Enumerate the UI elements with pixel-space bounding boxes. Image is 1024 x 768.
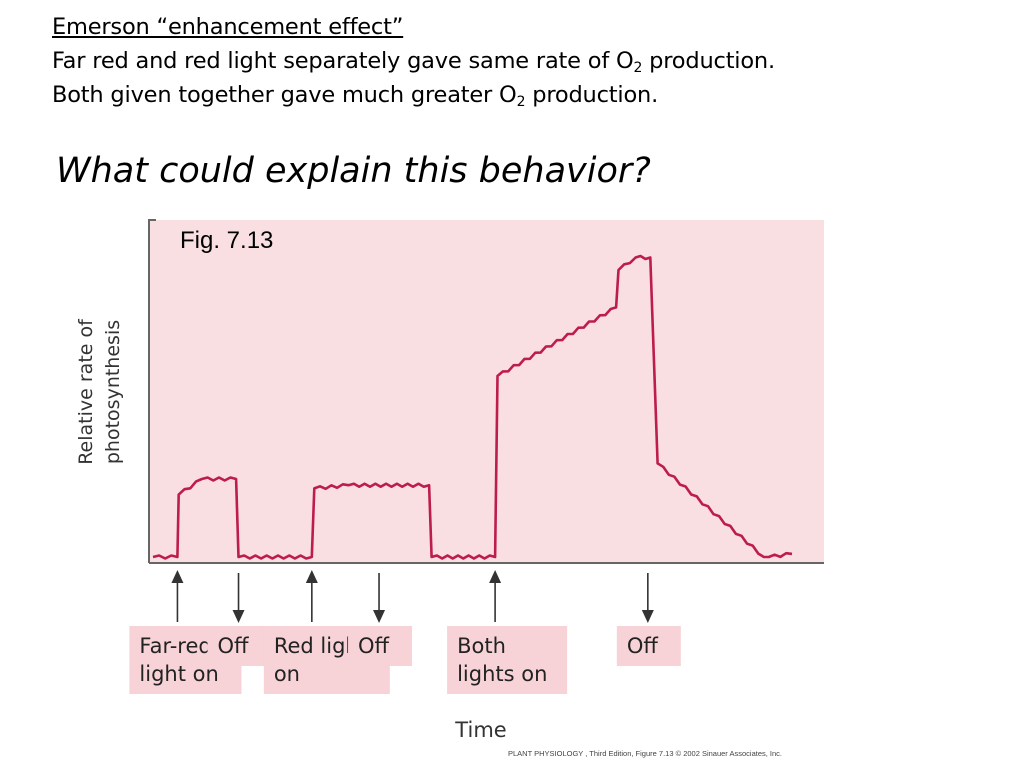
event-label-text: Far-red <box>139 634 211 658</box>
event-label-text: lights on <box>457 662 547 686</box>
event-label-box <box>207 626 272 666</box>
event-label-text: Off <box>627 634 659 658</box>
observation-2-text: Both given together gave much greater O <box>52 82 517 108</box>
event-label-text: Both <box>457 634 506 658</box>
event-label-box <box>447 626 568 694</box>
question-text: What could explain this behavior? <box>56 151 651 191</box>
series-line <box>152 254 793 560</box>
observation-2-tail: production. <box>525 82 659 108</box>
observation-2-subscript: 2 <box>516 94 526 110</box>
event-label-box <box>616 626 681 666</box>
y-axis-label: Relative rate of photosynthesis <box>75 318 124 465</box>
event-label-text: Off <box>358 634 390 658</box>
event-label-text: on <box>274 662 300 686</box>
observation-1-text: Far red and red light separately gave sa… <box>52 48 634 74</box>
figure-label: Fig. 7.13 <box>180 227 274 254</box>
arrow-up-icon <box>305 570 318 622</box>
event-label-text: Off <box>218 634 250 658</box>
arrow-up-icon <box>489 570 502 622</box>
arrow-up-icon <box>171 570 184 622</box>
slide-heading: Emerson “enhancement effect” <box>52 14 404 40</box>
event-label-text: light on <box>139 662 218 686</box>
arrow-down-icon <box>641 573 654 623</box>
arrow-down-icon <box>232 573 245 623</box>
arrow-down-icon <box>373 573 386 623</box>
observation-1-subscript: 2 <box>633 60 643 76</box>
plot-background <box>149 220 824 563</box>
y-axis-line <box>148 219 156 563</box>
figure-credit: PLANT PHYSIOLOGY , Third Edition, Figure… <box>508 749 782 758</box>
x-axis-label: Time <box>454 718 506 742</box>
observation-1-tail: production. <box>642 48 775 74</box>
observation-line-1: Far red and red light separately gave sa… <box>52 44 1012 78</box>
slide-header: Emerson “enhancement effect” Far red and… <box>52 10 1012 112</box>
observation-line-2: Both given together gave much greater O2… <box>52 78 1012 112</box>
event-label-box <box>348 626 413 666</box>
